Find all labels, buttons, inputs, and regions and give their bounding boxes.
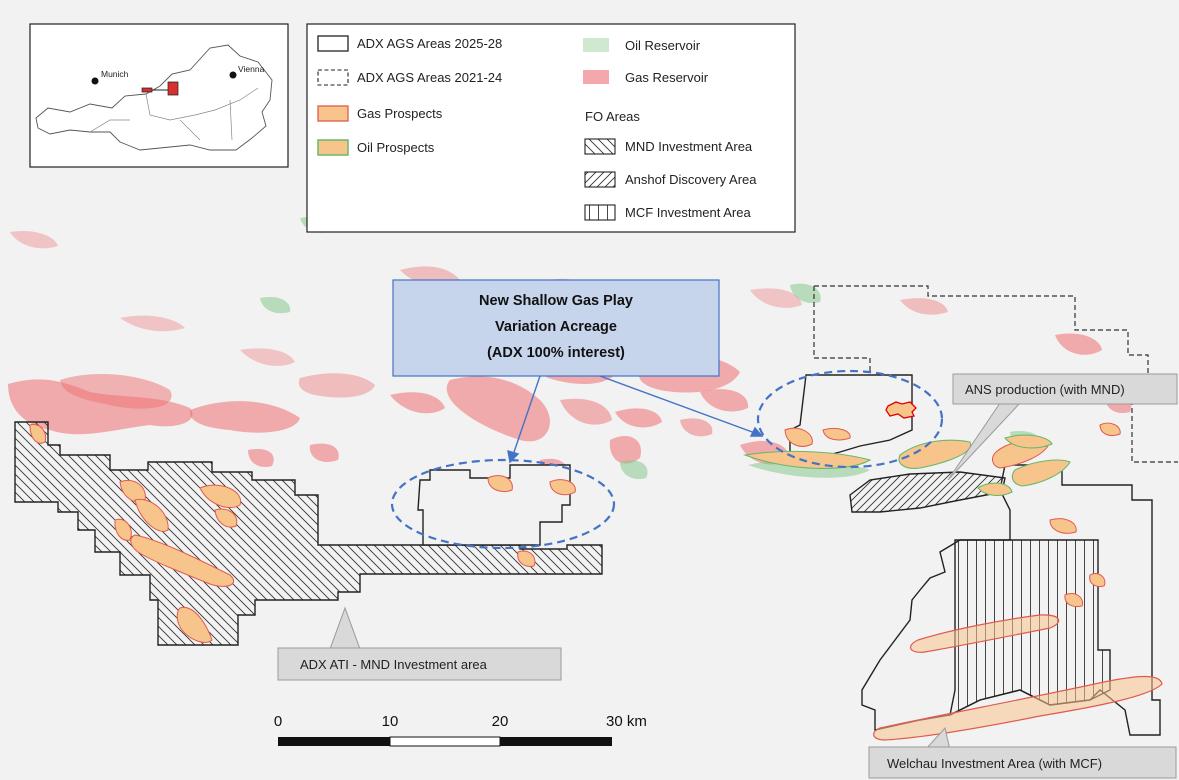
legend-swatch-mcf xyxy=(584,204,616,221)
scale-tick-10: 10 xyxy=(382,713,399,730)
callout-arrows xyxy=(507,375,764,464)
legend-label-oil-reservoir: Oil Reservoir xyxy=(625,38,701,53)
oil-prospects xyxy=(742,434,1071,497)
legend-swatch-mnd xyxy=(584,138,616,155)
scale-tick-20: 20 xyxy=(492,713,509,730)
inset-munich-label: Munich xyxy=(101,69,129,79)
anshof-discovery-area xyxy=(849,471,1006,513)
legend-swatch-gas-prospects xyxy=(317,105,349,122)
ans-callout: ANS production (with MND) xyxy=(947,373,1178,481)
legend-swatch-ags-2021 xyxy=(317,69,349,86)
mnd-investment-area xyxy=(14,421,603,646)
welchau-callout-label: Welchau Investment Area (with MCF) xyxy=(887,756,1102,771)
blue-callout: New Shallow Gas Play Variation Acreage (… xyxy=(392,279,720,377)
scale-tick-30: 30 km xyxy=(606,713,647,730)
ati-callout-label: ADX ATI - MND Investment area xyxy=(300,657,488,672)
east-acreage-ellipse xyxy=(756,369,944,469)
legend-fo-heading: FO Areas xyxy=(585,109,640,124)
scale-bar: 0 10 20 30 km xyxy=(274,713,647,747)
ans-callout-label: ANS production (with MND) xyxy=(965,382,1125,397)
legend-label-gas-prospects: Gas Prospects xyxy=(357,106,443,121)
inset-vienna-label: Vienna xyxy=(238,64,265,74)
legend-swatch-gas-reservoir xyxy=(583,70,609,84)
legend-label-oil-prospects: Oil Prospects xyxy=(357,140,435,155)
legend-label-ags-2021: ADX AGS Areas 2021-24 xyxy=(357,70,502,85)
legend: ADX AGS Areas 2025-28 ADX AGS Areas 2021… xyxy=(306,23,796,233)
munich-dot xyxy=(91,77,99,85)
ags-areas-2021-24 xyxy=(813,285,1178,463)
inset-map: Munich Vienna xyxy=(29,23,289,168)
legend-label-gas-reservoir: Gas Reservoir xyxy=(625,70,709,85)
legend-swatch-ags-2025 xyxy=(317,35,349,52)
welchau-prospect-upper xyxy=(909,614,1060,653)
welchau-prospect-lower xyxy=(873,675,1163,741)
blue-callout-line3: (ADX 100% interest) xyxy=(487,345,625,361)
blue-callout-line1: New Shallow Gas Play xyxy=(479,293,633,309)
ans-production-field xyxy=(885,401,917,419)
legend-label-mnd: MND Investment Area xyxy=(625,139,753,154)
austria-outline xyxy=(35,44,273,151)
inset-acreage-marker xyxy=(141,81,179,96)
legend-swatch-oil-prospects xyxy=(317,139,349,156)
legend-swatch-anshof xyxy=(584,171,616,188)
blue-callout-line2: Variation Acreage xyxy=(495,319,617,335)
legend-label-ags-2025: ADX AGS Areas 2025-28 xyxy=(357,36,502,51)
welchau-callout: Welchau Investment Area (with MCF) xyxy=(868,726,1177,779)
ati-callout: ADX ATI - MND Investment area xyxy=(277,606,562,681)
ags-2025-east-outline xyxy=(789,374,913,461)
scale-tick-0: 0 xyxy=(274,713,282,730)
legend-swatch-oil-reservoir xyxy=(583,38,609,52)
legend-label-anshof: Anshof Discovery Area xyxy=(625,172,757,187)
new-acreage-ellipse xyxy=(390,458,616,550)
vienna-dot xyxy=(229,71,237,79)
legend-label-mcf: MCF Investment Area xyxy=(625,205,751,220)
